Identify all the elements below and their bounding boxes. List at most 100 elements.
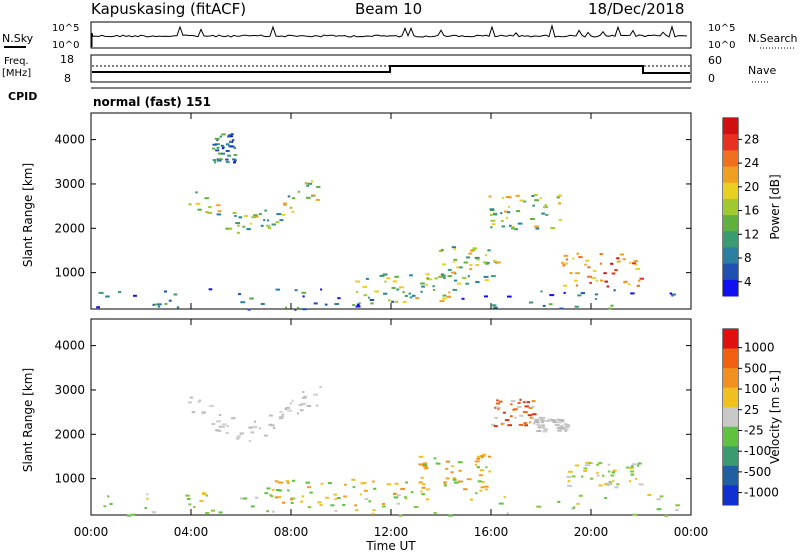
data-cell [442, 294, 447, 297]
data-cell [664, 514, 669, 517]
data-cell [523, 200, 527, 203]
ytick-label: 1000 [54, 266, 85, 280]
data-cell [537, 426, 542, 429]
data-cell [426, 498, 430, 501]
data-cell [319, 504, 323, 507]
data-cell [454, 481, 459, 484]
data-cell [225, 432, 229, 434]
data-cell [519, 199, 524, 202]
colorbar-segment [723, 198, 738, 216]
data-cell [391, 300, 395, 303]
data-cell [634, 263, 638, 266]
freq-unit: [MHz] [2, 68, 31, 79]
data-cell [359, 493, 362, 496]
data-cell [489, 208, 495, 211]
data-cell [563, 291, 566, 294]
data-cell [394, 482, 399, 485]
data-cell [540, 290, 543, 293]
data-cell [309, 491, 313, 494]
xtick-label: 12:00 [374, 525, 409, 539]
data-cell [240, 497, 243, 500]
data-cell [533, 194, 538, 197]
data-cell [209, 404, 214, 407]
ytick-label: 4000 [54, 133, 85, 147]
data-cell [258, 427, 262, 430]
data-cell [336, 497, 341, 499]
data-cell [572, 475, 576, 478]
data-cell [236, 231, 240, 234]
data-cell [404, 496, 407, 499]
data-cell [291, 399, 294, 402]
colorbar-segment [723, 118, 738, 135]
data-cell [549, 294, 555, 297]
data-cell [565, 424, 571, 427]
data-cell [453, 260, 456, 263]
data-cell [220, 425, 225, 428]
data-cell [495, 406, 501, 409]
data-cell [452, 288, 458, 291]
data-cell [302, 308, 307, 311]
data-cell [405, 481, 408, 484]
data-cell [616, 483, 620, 486]
data-cell [354, 504, 357, 507]
data-cell [523, 411, 528, 414]
data-cell [278, 417, 284, 420]
data-cell [205, 211, 209, 214]
data-cell [611, 471, 615, 474]
data-cell [562, 264, 566, 267]
data-cell [476, 457, 481, 460]
data-cell [558, 202, 561, 205]
data-cell [197, 401, 200, 403]
data-cell [463, 261, 468, 264]
data-cell [221, 423, 227, 426]
data-cell [96, 306, 100, 309]
data-cell [576, 502, 580, 505]
data-cell [285, 306, 288, 309]
data-cell [421, 493, 425, 496]
data-cell [448, 291, 451, 294]
data-cell [434, 277, 438, 280]
data-cell [404, 295, 408, 297]
data-cell [594, 293, 599, 296]
data-cell [564, 430, 567, 432]
data-cell [463, 488, 468, 491]
data-cell [637, 462, 642, 465]
data-cell [266, 510, 269, 513]
data-cell [585, 259, 590, 262]
data-cell [457, 461, 463, 464]
data-cell [298, 404, 303, 406]
data-cell [218, 511, 223, 514]
data-cell [552, 421, 558, 424]
data-cell [358, 302, 361, 305]
data-cell [249, 297, 253, 300]
colorbar-segment [723, 329, 738, 350]
data-cell [567, 470, 573, 473]
data-cell [532, 204, 535, 207]
data-cell [268, 414, 273, 417]
data-cell [334, 303, 339, 305]
data-cell [572, 257, 575, 260]
data-cell [313, 302, 318, 305]
data-cell [289, 206, 293, 209]
data-cell [210, 509, 216, 512]
data-cell [372, 509, 376, 511]
data-cell [301, 495, 305, 498]
data-cell [587, 266, 591, 269]
data-cell [163, 290, 167, 293]
data-cell [420, 282, 425, 285]
data-cell [630, 292, 635, 295]
data-cell [604, 483, 607, 485]
data-cell [461, 297, 465, 300]
data-cell [487, 249, 491, 252]
data-cell [490, 213, 493, 216]
data-cell [583, 470, 588, 472]
data-cell [364, 498, 369, 501]
data-cell [297, 306, 299, 309]
data-cell [498, 400, 503, 403]
data-cell [556, 421, 562, 424]
data-cell [216, 204, 221, 207]
data-cell [294, 289, 298, 292]
data-cell [238, 216, 243, 219]
data-cell [575, 272, 580, 275]
data-cell [255, 215, 259, 218]
